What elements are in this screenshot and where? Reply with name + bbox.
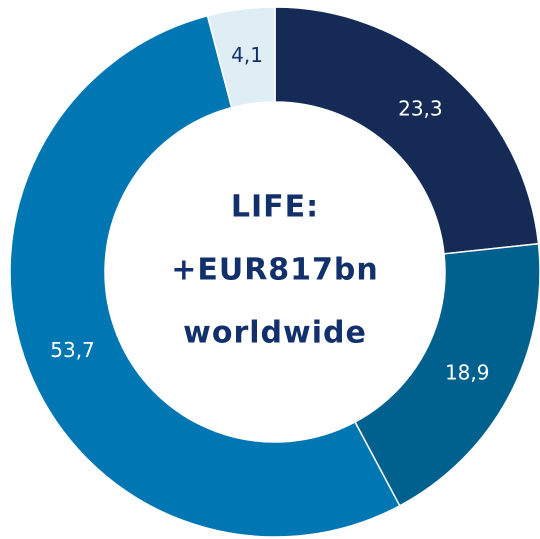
data-label: 23,3 [398,97,443,121]
data-label: 4,1 [231,43,263,67]
donut-segment [274,6,540,255]
donut-segment [9,14,401,538]
center-label: worldwide [183,316,367,351]
data-label: 18,9 [445,360,490,384]
center-label: +EUR817bn [171,253,379,288]
data-label: 53,7 [50,338,95,362]
donut-segment [354,242,540,507]
center-label: LIFE: [231,190,319,225]
donut-segment [206,6,276,109]
